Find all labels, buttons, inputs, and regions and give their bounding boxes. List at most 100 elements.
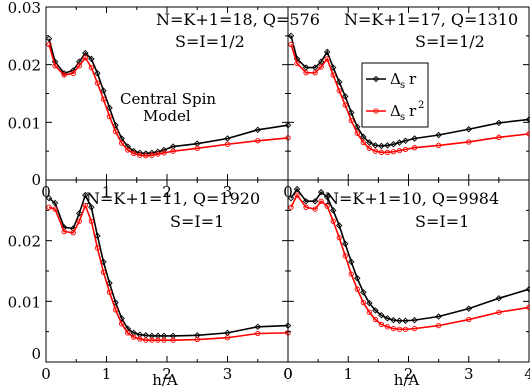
data-point [288,204,294,210]
data-point [94,80,101,86]
x-tick-label: 2 [162,365,172,383]
data-point [149,152,155,158]
data-point [402,326,409,332]
data-point [378,149,385,155]
series-line [290,187,530,322]
data-point [112,307,119,313]
data-point [317,188,325,196]
data-point [169,332,177,340]
data-point [76,218,82,224]
x-tick-label: 0 [283,365,293,383]
data-point [161,337,167,343]
data-point [52,63,58,69]
data-point [318,198,324,204]
data-point [303,204,309,210]
data-point [94,70,101,77]
x-tick-label: 3 [464,365,474,383]
data-point [106,113,113,120]
data-point [336,87,342,94]
data-point [118,321,125,327]
legend-marker [373,108,379,114]
data-point [384,149,391,155]
data-point [525,285,530,293]
data-point [396,317,403,324]
data-point [143,153,149,159]
series-line [48,203,289,341]
data-point [323,193,331,201]
data-point [52,206,58,212]
panel-annotation: Model [143,107,191,125]
y-tick-label: 0.01 [8,293,41,311]
legend-label: r [409,102,417,120]
data-point [302,197,310,205]
data-point [384,142,391,149]
panel-annotation: S=I=1/2 [415,32,485,51]
data-point [372,142,379,149]
y-tick-label: 0.02 [8,57,41,75]
data-point [378,142,385,150]
data-point [465,126,472,133]
panel-annotation: Central Spin [120,90,216,108]
legend-label: s [400,80,405,91]
data-point [136,331,144,338]
data-point [125,147,131,153]
data-point [118,315,125,322]
data-point [70,70,76,76]
panel-annotation: N=K+1=18, Q=576 [156,10,320,29]
data-point [348,271,354,277]
y-tick-label: 0.02 [8,233,41,251]
data-point [118,140,125,146]
data-point [366,299,373,307]
data-point [160,332,168,340]
data-point [366,309,372,315]
data-point [372,307,379,314]
data-point [324,203,330,209]
data-point [360,139,366,146]
legend-label: Δ [390,70,401,88]
data-point [335,222,343,229]
data-point [435,142,442,149]
legend-box [361,62,429,128]
data-point [149,337,155,343]
data-point [354,123,361,131]
x-tick-label: 1 [102,183,112,201]
panel-annotation: N=K+1=17, Q=1310 [344,10,518,29]
x-tick-label: 4 [524,365,530,383]
series-2 [288,41,530,155]
data-point [100,258,107,266]
data-point [435,313,442,320]
data-point [348,109,355,116]
data-point [526,131,530,137]
panel-2: N=K+1=17, Q=1310 S=I=1/2 Δ s rΔ s r 2 [287,6,530,181]
data-point [390,149,397,155]
legend-label: 2 [418,100,424,111]
data-point [137,336,143,342]
data-point [194,145,200,151]
data-point [496,134,502,140]
series-2 [46,202,291,343]
x-tick-label: 0 [41,365,51,383]
series-1 [45,191,292,340]
x-tick-label: 2 [162,183,172,201]
data-point [255,138,261,144]
panel-annotation: S=I=1/2 [175,32,245,51]
data-point [336,234,342,241]
data-point [224,135,231,142]
data-point [329,207,337,214]
panel-annotation: S=I=1 [170,212,224,231]
data-point [366,145,372,151]
data-point [311,197,319,205]
data-point [390,141,397,148]
data-point [194,336,200,343]
data-point [112,299,119,306]
data-point [155,151,161,157]
data-point [112,121,119,129]
x-axis-title: h/A [394,371,420,389]
data-point [161,150,167,156]
data-point [378,312,385,319]
series-2 [288,192,530,332]
data-point [342,253,348,259]
data-point [112,128,119,135]
